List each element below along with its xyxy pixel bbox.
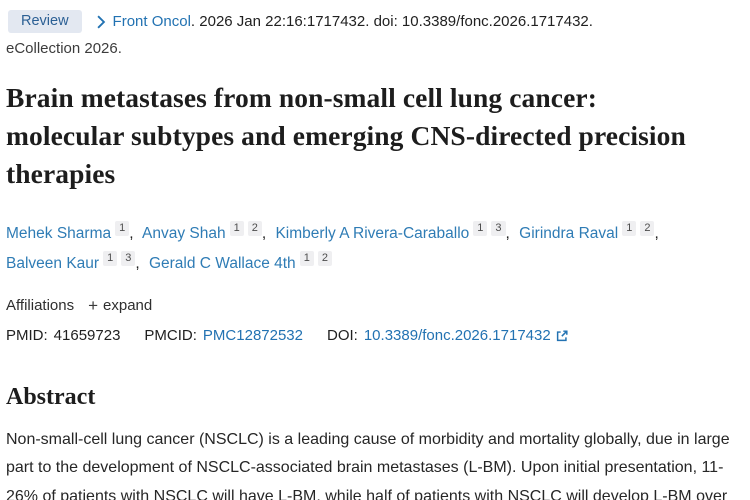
doi-group: DOI: 10.3389/fonc.2026.1717432 — [327, 327, 569, 344]
author: Gerald C Wallace 4th 1 2 — [148, 250, 332, 272]
identifiers-row: PMID: 41659723 PMCID: PMC12872532 DOI: 1… — [6, 327, 742, 344]
author-separator: , — [135, 254, 140, 272]
author-separator: , — [261, 224, 267, 242]
author-link[interactable]: Girindra Raval — [519, 224, 619, 242]
authors-list: Mehek Sharma 1, Anvay Shah 1 2, Kimberly A … — [6, 219, 718, 279]
affiliations-label: Affiliations — [6, 297, 75, 315]
affiliations-row: Affiliations + expand — [6, 296, 742, 316]
citation-row: Review Front Oncol. 2026 Jan 22:16:17174… — [8, 10, 742, 33]
pmcid-link[interactable]: PMC12872532 — [202, 326, 303, 344]
affiliation-superscript[interactable]: 2 — [247, 220, 262, 236]
author-link[interactable]: Balveen Kaur — [6, 254, 100, 272]
affiliation-superscript[interactable]: 1 — [622, 220, 637, 236]
affiliation-superscript[interactable]: 3 — [491, 220, 506, 236]
pmcid-label: PMCID: — [144, 326, 197, 344]
citation-text: . 2026 Jan 22:16:1717432. doi: 10.3389/f… — [190, 13, 593, 30]
external-link-icon[interactable] — [555, 329, 569, 343]
author-link[interactable]: Anvay Shah — [142, 224, 226, 242]
abstract-heading: Abstract — [6, 383, 96, 410]
pmid-value: 41659723 — [53, 326, 121, 344]
affiliation-superscript[interactable]: 1 — [229, 220, 244, 236]
ecollection-text: eCollection 2026. — [6, 40, 122, 57]
plus-icon: + — [88, 295, 99, 315]
abstract-text: Non-small-cell lung cancer (NSCLC) is a … — [6, 430, 730, 500]
affiliation-superscript[interactable]: 2 — [317, 250, 332, 266]
affiliation-superscript[interactable]: 1 — [103, 250, 118, 266]
affiliation-superscript[interactable]: 1 — [299, 250, 314, 266]
pmid-group: PMID: 41659723 — [6, 327, 120, 344]
author: Balveen Kaur 1 3, — [6, 250, 145, 272]
chevron-right-icon — [96, 15, 106, 29]
author-separator: , — [129, 224, 134, 242]
expand-affiliations-button[interactable]: + expand — [88, 296, 152, 316]
author-separator: , — [654, 224, 659, 242]
publication-type-badge: Review — [8, 10, 82, 33]
author: Kimberly A Rivera-Caraballo 1 3, — [275, 220, 514, 242]
author-link[interactable]: Mehek Sharma — [6, 224, 112, 242]
author-separator: , — [505, 224, 510, 242]
affiliation-superscript[interactable]: 1 — [473, 220, 488, 236]
journal-link[interactable]: Front Oncol — [112, 13, 191, 30]
doi-link[interactable]: 10.3389/fonc.2026.1717432 — [363, 326, 551, 344]
affiliation-superscript[interactable]: 1 — [115, 220, 130, 236]
author: Girindra Raval 1 2, — [519, 220, 664, 242]
affiliation-superscript[interactable]: 2 — [640, 220, 655, 236]
expand-label: expand — [103, 297, 153, 315]
pmcid-group: PMCID: PMC12872532 — [144, 327, 303, 344]
doi-label: DOI: — [327, 326, 358, 344]
author-link[interactable]: Kimberly A Rivera-Caraballo — [275, 224, 470, 242]
pmid-label: PMID: — [6, 326, 48, 344]
author-link[interactable]: Gerald C Wallace 4th — [148, 254, 296, 272]
author: Mehek Sharma 1, — [6, 220, 139, 242]
author: Anvay Shah 1 2, — [142, 220, 271, 242]
article-title: Brain metastases from non-small cell lun… — [6, 82, 686, 189]
affiliation-superscript[interactable]: 3 — [121, 250, 136, 266]
